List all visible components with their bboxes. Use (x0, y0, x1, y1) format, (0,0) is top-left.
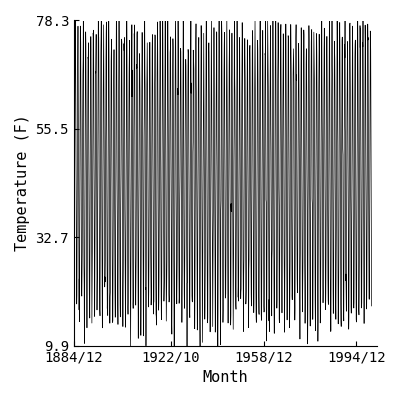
X-axis label: Month: Month (202, 370, 248, 385)
Y-axis label: Temperature (F): Temperature (F) (15, 115, 30, 252)
